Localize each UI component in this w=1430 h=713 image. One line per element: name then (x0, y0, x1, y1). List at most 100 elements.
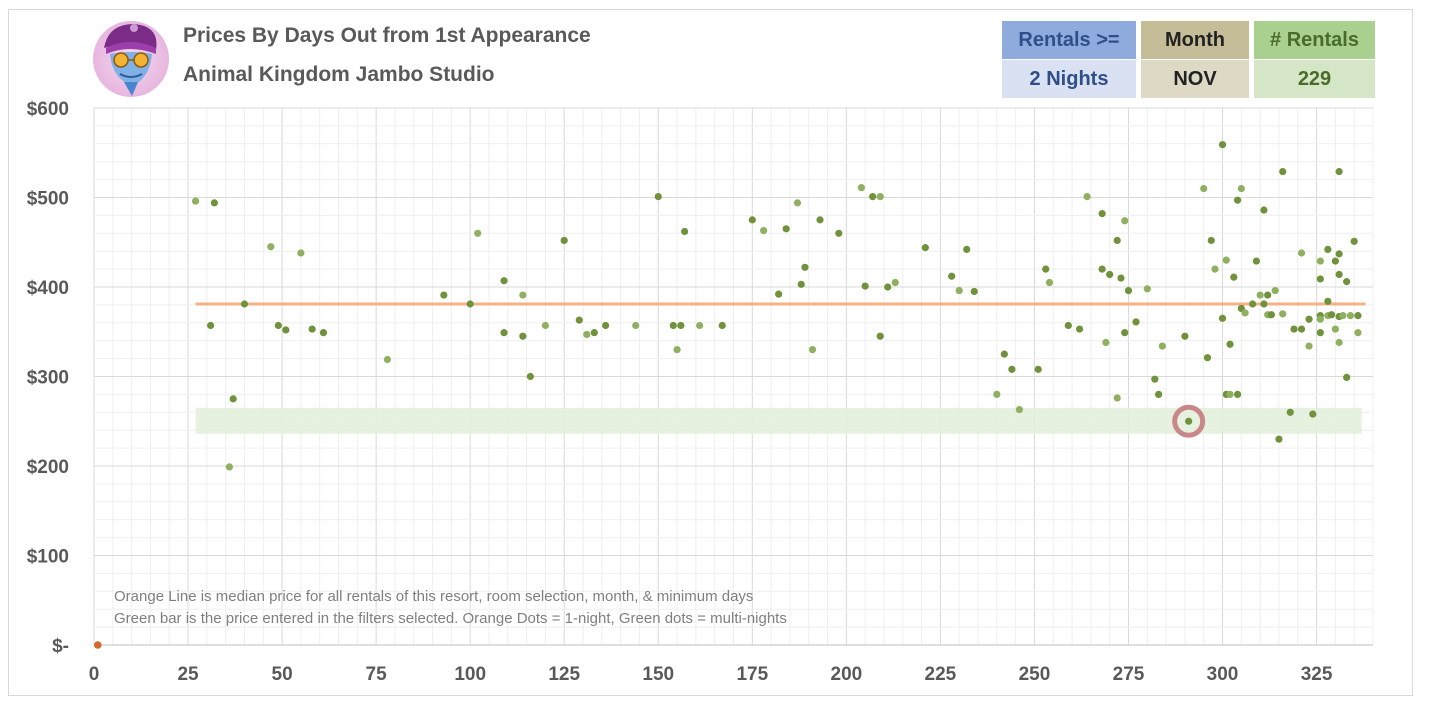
multi-night-dot (680, 227, 689, 236)
multi-night-dot (1249, 300, 1257, 308)
multi-night-dot (1098, 210, 1106, 218)
multi-night-dot (229, 395, 237, 403)
multi-night-dot (1290, 325, 1298, 333)
multi-night-dot (1034, 365, 1042, 373)
x-tick-label: 250 (1019, 664, 1051, 685)
multi-night-dot (948, 272, 956, 280)
multi-night-dot (240, 300, 249, 308)
multi-night-dot (1309, 410, 1317, 418)
multi-night-dot (1211, 265, 1219, 273)
multi-night-dot (1158, 342, 1166, 350)
median-line-note: Orange Line is median price for all rent… (114, 588, 754, 605)
multi-night-dot (560, 236, 568, 245)
multi-night-dot (718, 321, 726, 330)
rentals-filter-value[interactable]: 2 Nights (1002, 60, 1136, 98)
x-tick-label: 100 (454, 664, 486, 685)
multi-night-dot (1222, 256, 1230, 264)
multi-night-dot (1106, 270, 1114, 279)
multi-night-dot (319, 329, 328, 337)
multi-night-dot (876, 332, 884, 340)
x-tick-label: 200 (831, 664, 863, 685)
multi-night-dot (1113, 236, 1121, 245)
multi-night-dot (869, 193, 877, 201)
multi-night-dot (1305, 342, 1313, 350)
one-night-dot (93, 641, 102, 649)
multi-night-dot (1042, 265, 1050, 273)
multi-night-dot (519, 332, 527, 340)
multi-night-dot (590, 329, 598, 337)
resort-subtitle: Animal Kingdom Jambo Studio (183, 63, 495, 86)
x-tick-label: 150 (642, 664, 674, 685)
multi-night-dot (955, 286, 963, 295)
multi-night-dot (1267, 311, 1276, 319)
multi-night-dot (1226, 340, 1234, 348)
x-tick-label: 75 (366, 664, 388, 685)
multi-night-dot (474, 229, 482, 237)
rentals-count-label: # Rentals (1254, 21, 1375, 59)
multi-night-dot (696, 321, 704, 330)
multi-night-dot (1286, 408, 1294, 416)
multi-night-dot (1335, 250, 1343, 258)
multi-night-dot (1260, 300, 1268, 308)
multi-night-dot (308, 325, 316, 333)
multi-night-dot (759, 227, 768, 235)
multi-night-dot (440, 291, 448, 299)
multi-night-dot (1256, 291, 1264, 299)
multi-night-dot (1154, 390, 1163, 398)
multi-night-dot (921, 244, 929, 252)
multi-night-dot (1218, 141, 1227, 149)
multi-night-dot (801, 263, 809, 271)
x-tick-label: 125 (548, 664, 580, 685)
month-filter-label: Month (1141, 21, 1249, 59)
multi-night-dot (207, 321, 215, 330)
multi-night-dot (1064, 321, 1072, 330)
multi-night-dot (891, 278, 899, 287)
multi-night-dot (1354, 312, 1362, 320)
multi-night-dot (1237, 184, 1245, 193)
y-tick-label: $300 (27, 368, 69, 389)
multi-night-dot (274, 321, 282, 330)
multi-night-dot (1075, 325, 1084, 333)
multi-night-dot (267, 243, 275, 251)
multi-night-dot (210, 199, 218, 207)
multi-night-dot (669, 321, 677, 330)
grid-lines (93, 107, 1374, 646)
x-tick-label: 275 (1113, 664, 1145, 685)
multi-night-dot (970, 287, 978, 296)
multi-night-dot (993, 390, 1001, 398)
month-filter-value[interactable]: NOV (1141, 60, 1249, 98)
multi-night-dot (1339, 312, 1347, 320)
x-tick-label: 225 (925, 664, 957, 685)
multi-night-dot (575, 316, 583, 324)
multi-night-dot (1117, 274, 1125, 282)
multi-night-dot (1275, 435, 1283, 443)
multi-night-dot (1143, 285, 1151, 293)
multi-night-dot (963, 245, 971, 254)
multi-night-dot (1324, 297, 1332, 305)
multi-night-dot (500, 329, 508, 337)
genie-logo-icon (93, 21, 169, 97)
multi-night-dot (816, 216, 824, 224)
multi-night-dot (1181, 332, 1189, 340)
chart-frame (8, 9, 1413, 696)
x-tick-label: 25 (177, 664, 199, 685)
multi-night-dot (1203, 354, 1212, 362)
multi-night-dot (1305, 315, 1313, 323)
multi-night-dot (1297, 325, 1306, 333)
multi-night-dot (861, 282, 869, 290)
multi-night-dot (466, 300, 474, 308)
multi-night-dot (500, 277, 508, 285)
multi-night-points (191, 141, 1362, 471)
one-night-points (93, 641, 102, 649)
multi-night-dot (602, 321, 610, 330)
multi-night-dot (1207, 236, 1215, 245)
y-tick-label: $200 (27, 457, 69, 478)
multi-night-dot (1346, 312, 1355, 320)
multi-night-dot (876, 193, 884, 201)
multi-night-dot (1233, 390, 1242, 398)
multi-night-dot (1241, 309, 1249, 317)
multi-night-dot (1335, 338, 1343, 347)
multi-night-dot (1354, 329, 1362, 337)
multi-night-dot (526, 372, 534, 381)
